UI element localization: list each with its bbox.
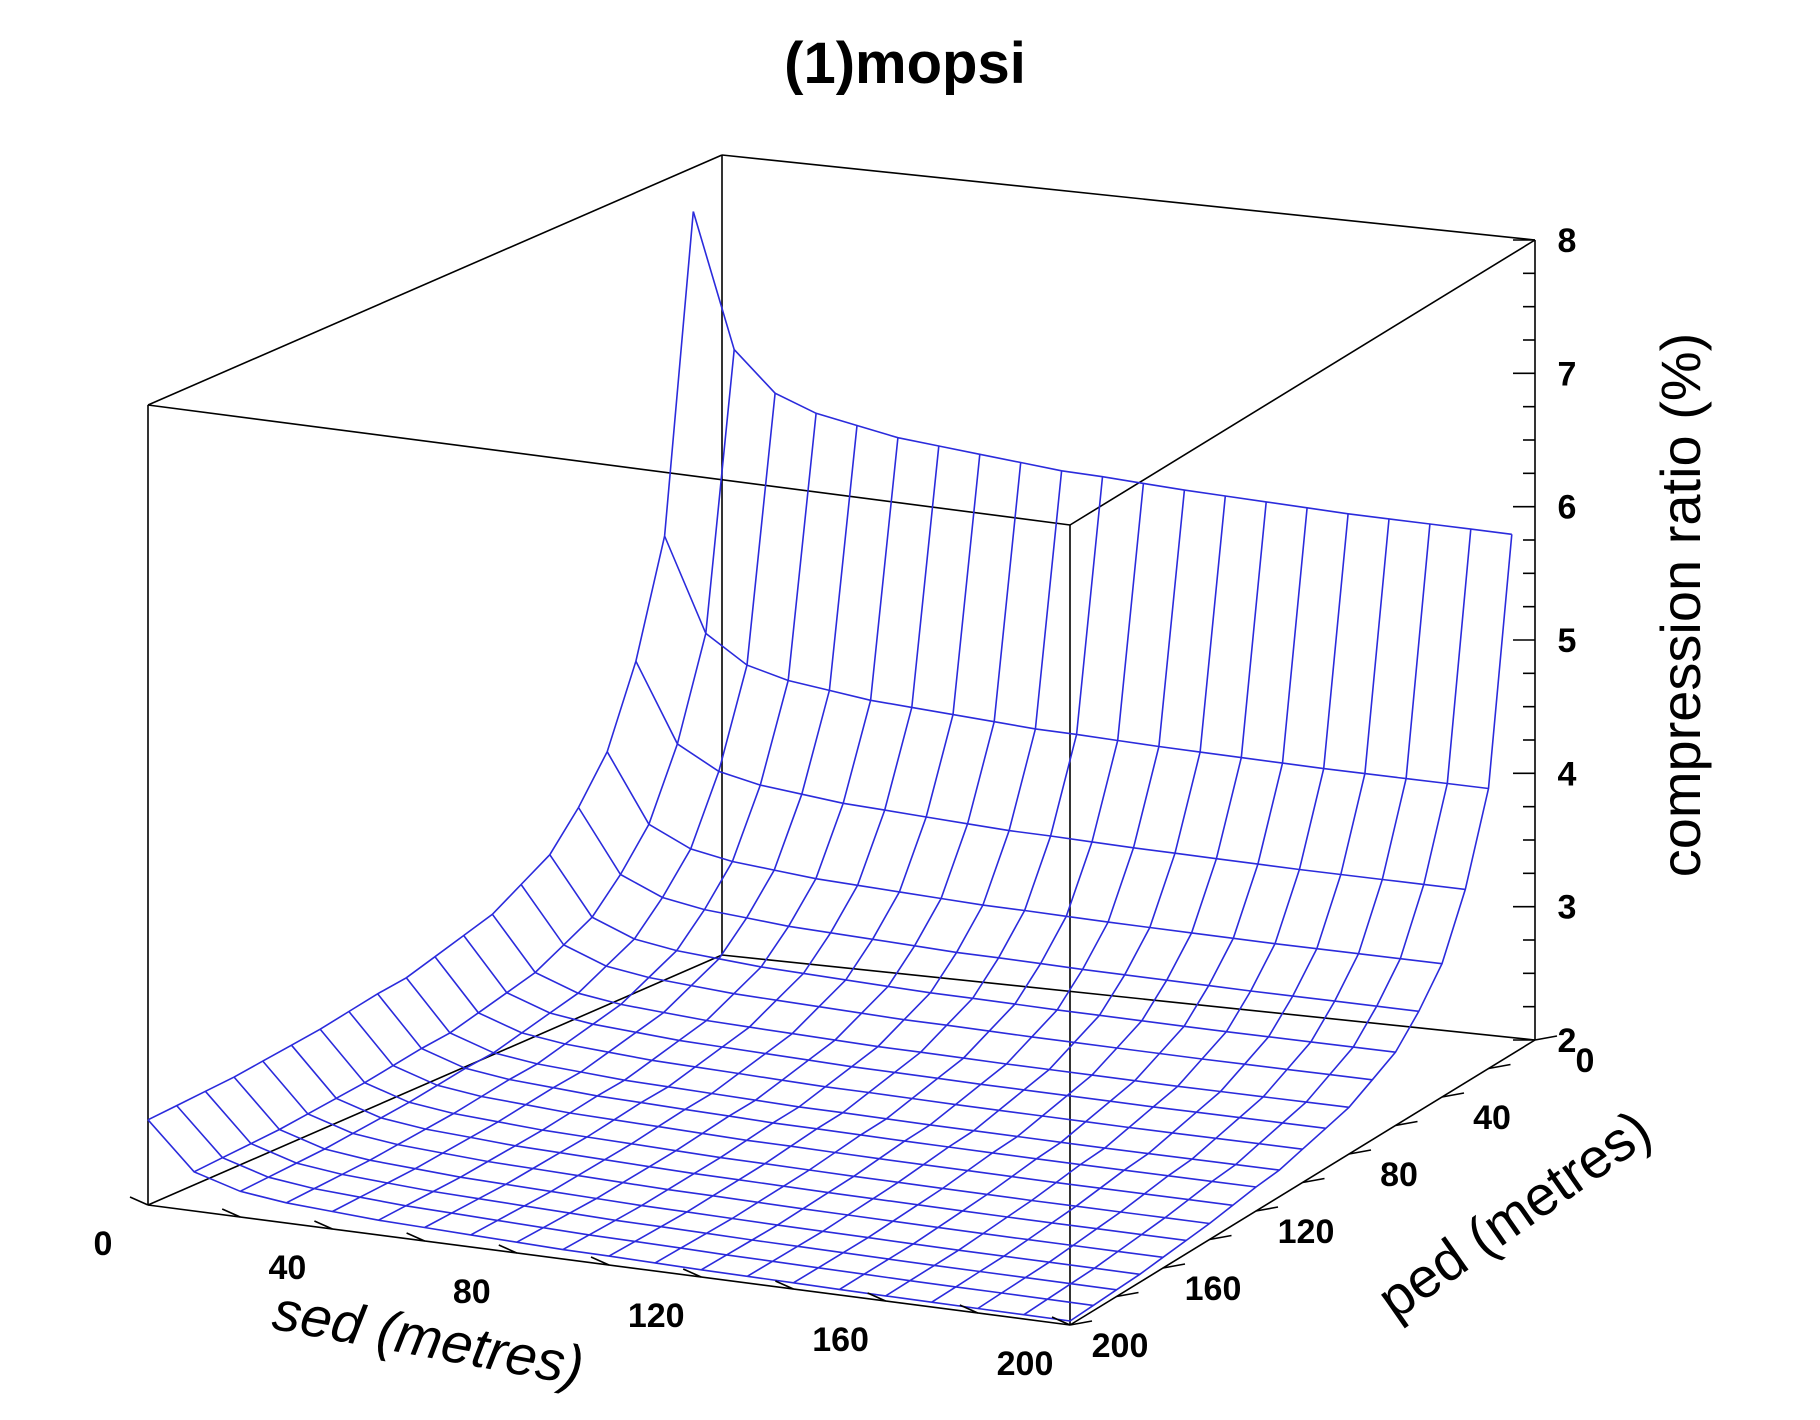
y-tick-mark (1395, 1120, 1418, 1127)
surface-line-sed (654, 483, 1145, 1264)
box-edge (147, 954, 723, 1206)
surface-line-sed (424, 445, 940, 1229)
z-tick-label: 2 (1558, 1022, 1577, 1060)
x-tick-mark (1051, 1316, 1071, 1326)
y-tick-label: 0 (1576, 1042, 1595, 1080)
y-tick-label: 160 (1185, 1270, 1242, 1308)
x-tick-mark (590, 1256, 610, 1266)
surface-line-ped (606, 751, 1443, 965)
z-tick-label: 7 (1558, 355, 1577, 393)
x-axis-label: sed (metres) (268, 1278, 589, 1397)
x-tick-mark (775, 1280, 794, 1290)
x-tick-mark (406, 1232, 425, 1242)
y-tick-mark (1441, 1092, 1465, 1098)
x-tick-label: 120 (628, 1297, 685, 1335)
surface-line-sed (746, 495, 1227, 1277)
y-tick-mark (1069, 1320, 1093, 1326)
surface-line-ped (176, 1105, 1094, 1307)
x-tick-label: 160 (812, 1321, 869, 1359)
surface-line-ped (520, 884, 1373, 1081)
z-tick-label: 6 (1558, 489, 1577, 527)
z-tick-label: 4 (1558, 755, 1577, 793)
y-tick-label: 120 (1278, 1213, 1335, 1251)
surface-line-sed (1023, 529, 1472, 1316)
y-tick-mark (1302, 1177, 1325, 1184)
y-axis-label: ped (metres) (1366, 1097, 1662, 1331)
surface-line-sed (516, 462, 1022, 1243)
x-tick-label: 40 (268, 1249, 306, 1287)
box-edge (147, 404, 1071, 526)
surface-line-sed (332, 425, 858, 1213)
x-tick-mark (314, 1220, 333, 1230)
surface-line-ped (290, 1044, 1187, 1242)
surface-line-ped (348, 1010, 1233, 1207)
y-tick-label: 80 (1380, 1156, 1418, 1194)
y-tick-mark (1348, 1149, 1372, 1155)
y-tick-mark (1162, 1263, 1186, 1269)
x-tick-mark (221, 1208, 241, 1218)
z-axis-label: compression ratio (%) (1649, 333, 1712, 878)
surface-line-sed (885, 513, 1349, 1297)
x-tick-mark (498, 1244, 518, 1254)
surface-line-ped (434, 956, 1303, 1150)
z-tick-label: 8 (1558, 222, 1577, 260)
surface-line-ped (491, 913, 1350, 1109)
surface-line-ped (376, 993, 1257, 1188)
box-edge (721, 154, 1536, 241)
z-tick-label: 5 (1558, 622, 1577, 660)
surface-line-sed (562, 470, 1063, 1251)
surface-line-sed (1069, 534, 1513, 1322)
surface-line-ped (635, 660, 1466, 891)
surface-line-ped (663, 535, 1489, 790)
x-tick-mark (959, 1304, 979, 1314)
x-tick-mark (129, 1196, 149, 1206)
box-edge (721, 954, 1536, 1041)
surface-line-ped (692, 211, 1512, 536)
surface-line-sed (977, 523, 1431, 1310)
surface-line-ped (549, 854, 1396, 1053)
surface-line-sed (608, 476, 1104, 1257)
y-tick-label: 40 (1473, 1099, 1511, 1137)
x-tick-label: 0 (94, 1225, 113, 1263)
surface-line-sed (700, 490, 1186, 1271)
x-tick-label: 200 (997, 1345, 1054, 1383)
y-tick-label: 200 (1092, 1327, 1149, 1365)
surface-line-ped (577, 807, 1419, 1013)
y-tick-mark (1209, 1234, 1232, 1241)
surface-line-sed (239, 393, 776, 1193)
surface-line-ped (463, 935, 1326, 1130)
x-tick-mark (682, 1268, 702, 1278)
chart-title: (1)mopsi (784, 31, 1026, 96)
box-edge (1069, 239, 1536, 526)
surface-line-sed (378, 437, 899, 1221)
surface-mesh (147, 211, 1513, 1322)
y-tick-mark (1116, 1291, 1139, 1298)
surface-line-ped (319, 1028, 1210, 1225)
axis-ticks: 0 40 80 120 160 200 0 40 80 120 160 200 2 3 4 5 6 7 8 (94, 222, 1595, 1383)
surface-line-sed (285, 413, 817, 1204)
surface-line-ped (262, 1060, 1164, 1259)
surface-line-sed (193, 349, 735, 1173)
surface-line-ped (204, 1090, 1117, 1291)
y-tick-mark (1488, 1063, 1511, 1070)
surface-line-ped (233, 1076, 1140, 1276)
z-tick-label: 3 (1558, 889, 1577, 927)
x-tick-mark (867, 1292, 886, 1302)
y-tick-mark (1255, 1206, 1279, 1212)
surface-line-sed (931, 518, 1390, 1303)
surface-line-sed (470, 454, 981, 1236)
surface-line-sed (147, 211, 695, 1121)
surface-line-ped (147, 1119, 1071, 1322)
surface-line-sed (839, 507, 1308, 1291)
surface-line-ped (405, 977, 1280, 1171)
x-tick-label: 80 (453, 1273, 491, 1311)
surface-line-sed (792, 501, 1267, 1284)
y-tick-mark (1534, 1035, 1558, 1041)
box-edge (147, 154, 723, 406)
